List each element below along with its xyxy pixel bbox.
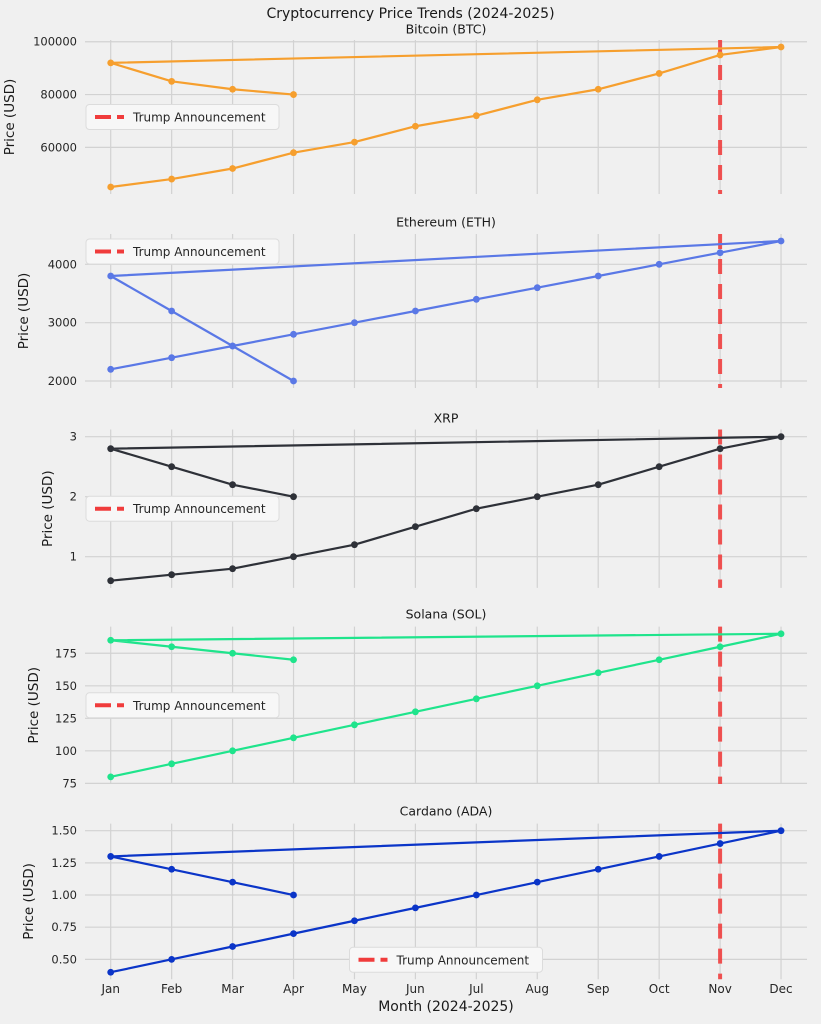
svg-text:Aug: Aug [526,982,549,996]
svg-text:Sep: Sep [587,982,610,996]
data-point-markers [107,237,785,385]
price-line-solana-sol [109,632,783,778]
data-point-markers [107,630,785,781]
svg-text:Jan: Jan [100,982,120,996]
svg-text:0.50: 0.50 [51,952,77,966]
legend-xrp: Trump Announcement [85,495,280,522]
subplot-ethereum-eth: 2000 3000 4000 Ethereum (ETH) Price (USD) Tru… [16,215,807,388]
y-tick-labels: 75 100 125 150 175 [55,646,77,790]
svg-text:80000: 80000 [40,88,77,102]
svg-text:60000: 60000 [40,140,77,154]
svg-text:100000: 100000 [33,35,77,49]
subplot-title-cardano-ada: Cardano (ADA) [400,804,493,819]
svg-text:Mar: Mar [221,982,244,996]
svg-text:1.00: 1.00 [51,888,77,902]
subplot-title-solana-sol: Solana (SOL) [406,607,487,622]
svg-text:1.25: 1.25 [51,856,77,870]
legend-box [85,692,280,719]
svg-text:175: 175 [55,646,77,660]
legend-label: Trump Announcement [132,699,266,713]
svg-text:Dec: Dec [769,982,792,996]
legend-solana-sol: Trump Announcement [85,692,280,719]
subplot-bitcoin-btc: 60000 80000 100000 Bitcoin (BTC) Price (USD)… [2,22,807,194]
svg-text:1: 1 [70,550,77,564]
svg-text:Jun: Jun [405,982,425,996]
y-axis-label-bitcoin-btc: Price (USD) [2,79,18,156]
legend-box [85,495,280,522]
subplot-title-xrp: XRP [434,411,459,426]
svg-text:Apr: Apr [283,982,304,996]
svg-text:3: 3 [70,430,77,444]
svg-text:1.50: 1.50 [51,824,77,838]
price-line-xrp [109,435,783,582]
y-axis-label-solana-sol: Price (USD) [26,667,42,744]
legend-label: Trump Announcement [396,953,530,967]
svg-text:75: 75 [62,776,77,790]
subplot-solana-sol: 75 100 125 150 175 Solana (SOL) Price (USD) Tru… [26,607,807,790]
x-axis-label: Month (2024-2025) [378,999,514,1015]
price-line-ethereum-eth [109,239,783,382]
legend-label: Trump Announcement [132,245,266,259]
y-tick-labels: 2000 3000 4000 [48,257,77,388]
svg-text:125: 125 [55,711,77,725]
svg-text:4000: 4000 [48,257,77,271]
subplot-title-ethereum-eth: Ethereum (ETH) [396,215,496,230]
price-line-bitcoin-btc [109,45,783,189]
legend-box [85,104,280,130]
subplot-title-bitcoin-btc: Bitcoin (BTC) [406,22,487,37]
svg-text:Nov: Nov [708,982,731,996]
svg-text:2000: 2000 [48,374,77,388]
y-tick-labels: 0.50 0.75 1.00 1.25 1.50 [51,824,77,967]
svg-text:2: 2 [70,490,77,504]
legend-label: Trump Announcement [132,111,266,125]
svg-text:150: 150 [55,679,77,693]
legend-bitcoin-btc: Trump Announcement [85,104,280,130]
y-axis-label-xrp: Price (USD) [40,470,56,547]
svg-text:Feb: Feb [161,982,182,996]
y-axis-label-cardano-ada: Price (USD) [21,863,37,940]
legend-box [85,238,280,265]
price-line-cardano-ada [109,829,783,974]
gridlines [85,429,807,588]
legend-box [349,946,543,973]
data-point-markers [107,827,785,976]
data-point-markers [107,43,785,191]
legend-cardano-ada: Trump Announcement [349,946,543,973]
svg-text:0.75: 0.75 [51,920,77,934]
data-point-markers [107,433,785,585]
svg-text:3000: 3000 [48,316,77,330]
svg-text:100: 100 [55,744,77,758]
x-tick-labels: Jan Feb Mar Apr May Jun Jul Aug Sep Oct Nov Dec [100,982,792,996]
y-tick-labels: 60000 80000 100000 [33,35,77,155]
subplot-cardano-ada: 0.50 0.75 1.00 1.25 1.50 Cardano (ADA) Price (… [21,804,807,996]
y-axis-label-ethereum-eth: Price (USD) [16,273,32,350]
y-tick-labels: 1 2 3 [70,430,77,564]
svg-text:Jul: Jul [468,982,483,996]
figure-title: Cryptocurrency Price Trends (2024-2025) [266,6,555,22]
subplot-xrp: 1 2 3 XRP Price (USD) Trump Announcement [40,411,807,588]
legend-ethereum-eth: Trump Announcement [85,238,280,265]
legend-label: Trump Announcement [132,502,266,516]
svg-text:Oct: Oct [649,982,670,996]
svg-text:May: May [342,982,367,996]
